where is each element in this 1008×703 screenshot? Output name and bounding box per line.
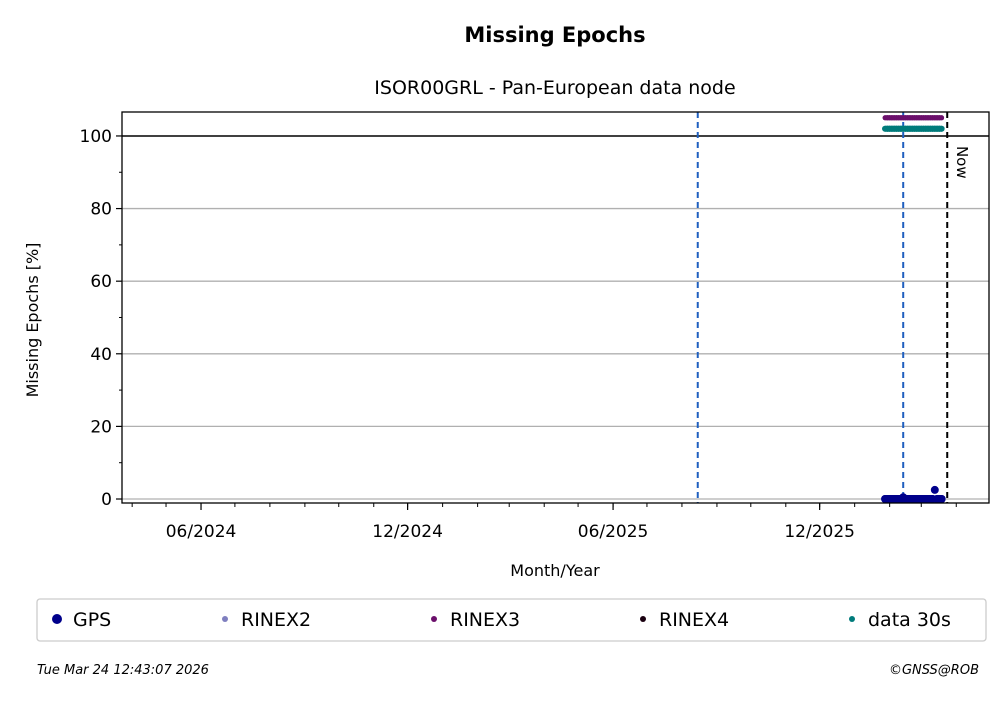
footer-timestamp: Tue Mar 24 12:43:07 2026 <box>37 663 209 678</box>
plot-area: Now <box>122 112 989 504</box>
y-tick-label: 0 <box>101 490 112 510</box>
footer-copyright: ©GNSS@ROB <box>889 663 979 678</box>
x-tick-label: 06/2024 <box>166 522 237 542</box>
x-tick-label: 06/2025 <box>578 522 649 542</box>
chart-title: Missing Epochs <box>464 23 645 47</box>
x-axis-label: Month/Year <box>510 561 600 580</box>
legend-item-gps: GPS <box>52 609 111 631</box>
y-tick-label: 100 <box>80 127 112 147</box>
y-tick-label: 60 <box>90 272 112 292</box>
y-tick-label: 20 <box>90 417 112 437</box>
legend-label: RINEX2 <box>241 609 311 631</box>
axes-frame <box>121 111 990 504</box>
legend-label: data 30s <box>868 609 951 631</box>
legend-item-rinex4: RINEX4 <box>640 609 729 631</box>
y-tick-label: 40 <box>90 345 112 365</box>
legend-label: RINEX3 <box>450 609 520 631</box>
legend-marker <box>431 616 437 622</box>
legend-item-data-30s: data 30s <box>849 609 951 631</box>
axes: 0 20 40 60 80 100 06/2024 12/2024 06/2025 12/2025 <box>80 127 957 542</box>
now-label: Now <box>953 146 971 179</box>
x-tick-label: 12/2024 <box>372 522 443 542</box>
y-tick-label: 80 <box>90 200 112 220</box>
chart-subtitle: ISOR00GRL - Pan-European data node <box>374 77 735 99</box>
legend-item-rinex2: RINEX2 <box>222 609 311 631</box>
legend-marker <box>640 616 646 622</box>
y-axis-label: Missing Epochs [%] <box>23 243 42 398</box>
legend-marker <box>222 616 228 622</box>
data-point-gps <box>930 485 939 494</box>
legend-item-rinex3: RINEX3 <box>431 609 520 631</box>
legend-label: RINEX4 <box>659 609 729 631</box>
legend-marker <box>52 614 62 624</box>
legend-box <box>36 598 987 642</box>
legend-label: GPS <box>73 609 111 631</box>
x-tick-label: 12/2025 <box>784 522 855 542</box>
grid-lines <box>122 207 989 500</box>
legend-marker <box>849 616 855 622</box>
legend: GPS RINEX2 RINEX3 RINEX4 data 30s <box>52 609 951 631</box>
